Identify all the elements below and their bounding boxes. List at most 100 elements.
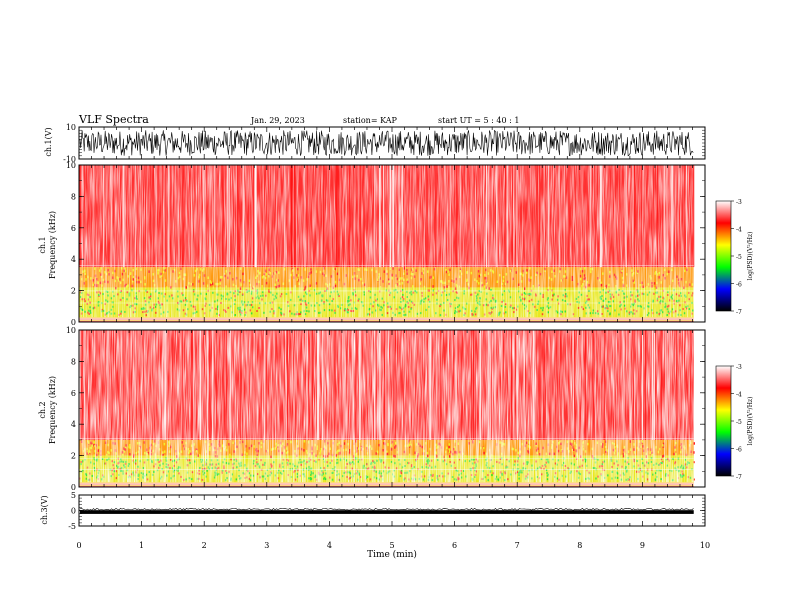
spectrogram-streak (356, 330, 358, 440)
spectrogram-streak (440, 330, 441, 440)
spectrogram-streak (392, 165, 395, 268)
start-time-label: start UT = 5 : 40 : 1 (438, 116, 519, 125)
spectrogram-streak (322, 330, 324, 440)
spectrogram-streak (379, 165, 381, 268)
spectrogram-streak (239, 330, 242, 440)
x-tick-label: 3 (264, 541, 269, 550)
spectrogram-streak (111, 330, 112, 440)
spectrogram-streak (191, 330, 193, 440)
spectrogram-streak (348, 165, 350, 268)
spectrogram-streak (359, 330, 361, 440)
spectrogram-streak (625, 165, 627, 268)
spectrogram-streak (81, 165, 83, 268)
y-tick-label: -5 (68, 522, 76, 531)
spectrogram-streak (172, 330, 174, 440)
x-tick-label: 0 (76, 541, 81, 550)
spectrogram-streak (642, 165, 644, 268)
spectrogram-streak (444, 165, 446, 268)
colorbar-tick-label: -3 (736, 199, 742, 206)
colorbar-tick-label: -4 (736, 392, 742, 399)
spectrogram-streak (129, 330, 131, 440)
spectrogram-streak (548, 165, 550, 268)
spectrogram-streak (267, 165, 269, 268)
spectrogram-streak (644, 330, 646, 440)
spectrogram-streak (162, 165, 163, 268)
spectrogram-streak (379, 330, 381, 440)
spectrogram-streak (618, 165, 620, 268)
spectrogram-streak (568, 165, 570, 268)
spectrogram-streak (383, 330, 386, 440)
spectrogram-streak (389, 165, 391, 268)
spectrogram-streak (381, 165, 383, 268)
spectrogram-streak (253, 165, 255, 268)
spectrogram-streak (603, 330, 605, 440)
spectrogram-streak (126, 330, 128, 440)
y-tick-label: 5 (71, 491, 76, 500)
spectrogram-streak (456, 165, 457, 268)
spectrogram-streak (663, 165, 666, 268)
y-tick-label: 10 (66, 123, 76, 132)
spectrogram-streak (535, 165, 538, 268)
time-axis-label: Time (min) (367, 549, 417, 560)
spectrogram-streak (203, 165, 205, 268)
spectrogram-streak (140, 165, 142, 268)
spectrogram-streak (654, 330, 656, 440)
ch3-waveform-band (80, 510, 694, 514)
spectrogram-streak (165, 165, 167, 268)
spectrogram-streak (640, 330, 642, 440)
spectrogram-streak (140, 165, 142, 268)
spectrogram-streak (449, 165, 451, 268)
spectrogram-streak (682, 330, 684, 440)
spectrogram-streak (472, 330, 475, 440)
spectrogram-streak (251, 330, 253, 440)
spectrogram-streak (515, 165, 517, 268)
spectrogram-streak (93, 165, 95, 268)
spectrogram-streak (150, 165, 152, 268)
waveform-ch1-panel: 10 -10 (63, 123, 706, 164)
spectrogram-streak (629, 330, 631, 440)
spectrogram-streak (253, 330, 255, 440)
spectrogram-streak (214, 330, 216, 440)
spectrogram-streak (501, 330, 503, 440)
spectrogram-streak (670, 165, 672, 268)
spectrogram-streak (360, 165, 362, 268)
spectrogram-streak (592, 330, 594, 440)
spectrogram-streak (623, 330, 625, 440)
spectrogram-streak (460, 165, 461, 268)
spectrogram-streak (80, 330, 82, 440)
spectrogram-streak (653, 330, 655, 440)
spectrogram-streak (678, 165, 679, 268)
y-tick-label: 4 (71, 255, 76, 264)
spectrogram-streak (335, 165, 338, 268)
spectrogram-streak (512, 165, 513, 268)
spectrogram-streak (199, 330, 202, 440)
y-tick-label: 6 (71, 389, 76, 398)
spec2-ylabel-top: ch.2 (38, 401, 47, 418)
spectrogram-streak (539, 165, 540, 268)
spectrogram-streak (164, 165, 166, 268)
spectrogram-streak (577, 330, 579, 440)
spectrogram-streak (363, 165, 365, 268)
spectrogram-streak (352, 330, 354, 440)
spectrogram-streak (207, 330, 209, 440)
y-tick-label: 8 (71, 357, 76, 366)
spectrogram-streak (430, 330, 432, 440)
spectrogram-streak (492, 330, 494, 440)
spectrogram-streak (513, 330, 515, 440)
spectrogram-streak (324, 330, 326, 440)
spectrogram-streak (633, 165, 636, 268)
spectrogram-streak (622, 330, 624, 440)
spectrogram-streak (665, 330, 667, 440)
spectrogram-streak (158, 330, 160, 440)
spectrogram-streak (543, 165, 545, 268)
figure-title: VLF Spectra (78, 113, 149, 126)
x-tick-label: 1 (139, 541, 144, 550)
spectrogram-streak (401, 165, 403, 268)
spectrogram-streak (164, 330, 167, 440)
spectrogram-streak (122, 330, 125, 440)
spectrogram-streak (293, 165, 296, 268)
x-tick-label: 8 (577, 541, 582, 550)
spectrogram-streak (155, 165, 157, 268)
spectrogram-streak (356, 165, 357, 268)
